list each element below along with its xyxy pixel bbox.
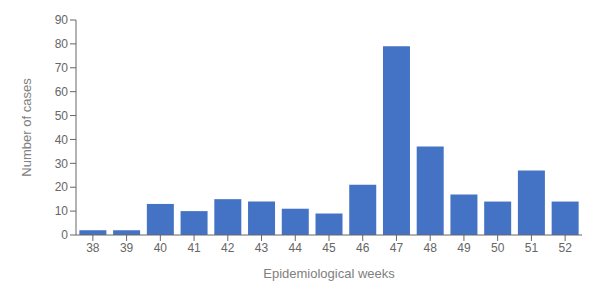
svg-text:30: 30 [55,157,69,171]
svg-text:49: 49 [457,241,471,255]
svg-text:0: 0 [61,228,68,242]
svg-text:40: 40 [55,133,69,147]
svg-text:48: 48 [424,241,438,255]
svg-text:10: 10 [55,204,69,218]
svg-text:20: 20 [55,180,69,194]
svg-text:50: 50 [55,109,69,123]
svg-text:51: 51 [525,241,539,255]
svg-text:43: 43 [255,241,269,255]
svg-text:Epidemiological weeks: Epidemiological weeks [263,266,395,281]
svg-text:41: 41 [187,241,201,255]
svg-text:80: 80 [55,37,69,51]
svg-text:60: 60 [55,85,69,99]
svg-text:47: 47 [390,241,404,255]
svg-text:40: 40 [154,241,168,255]
svg-text:90: 90 [55,13,69,27]
svg-text:46: 46 [356,241,370,255]
svg-text:39: 39 [120,241,134,255]
svg-text:45: 45 [322,241,336,255]
svg-text:42: 42 [221,241,235,255]
svg-text:38: 38 [86,241,100,255]
svg-text:50: 50 [491,241,505,255]
svg-text:52: 52 [558,241,572,255]
svg-text:44: 44 [289,241,303,255]
svg-text:Number of cases: Number of cases [19,78,34,177]
svg-text:70: 70 [55,61,69,75]
